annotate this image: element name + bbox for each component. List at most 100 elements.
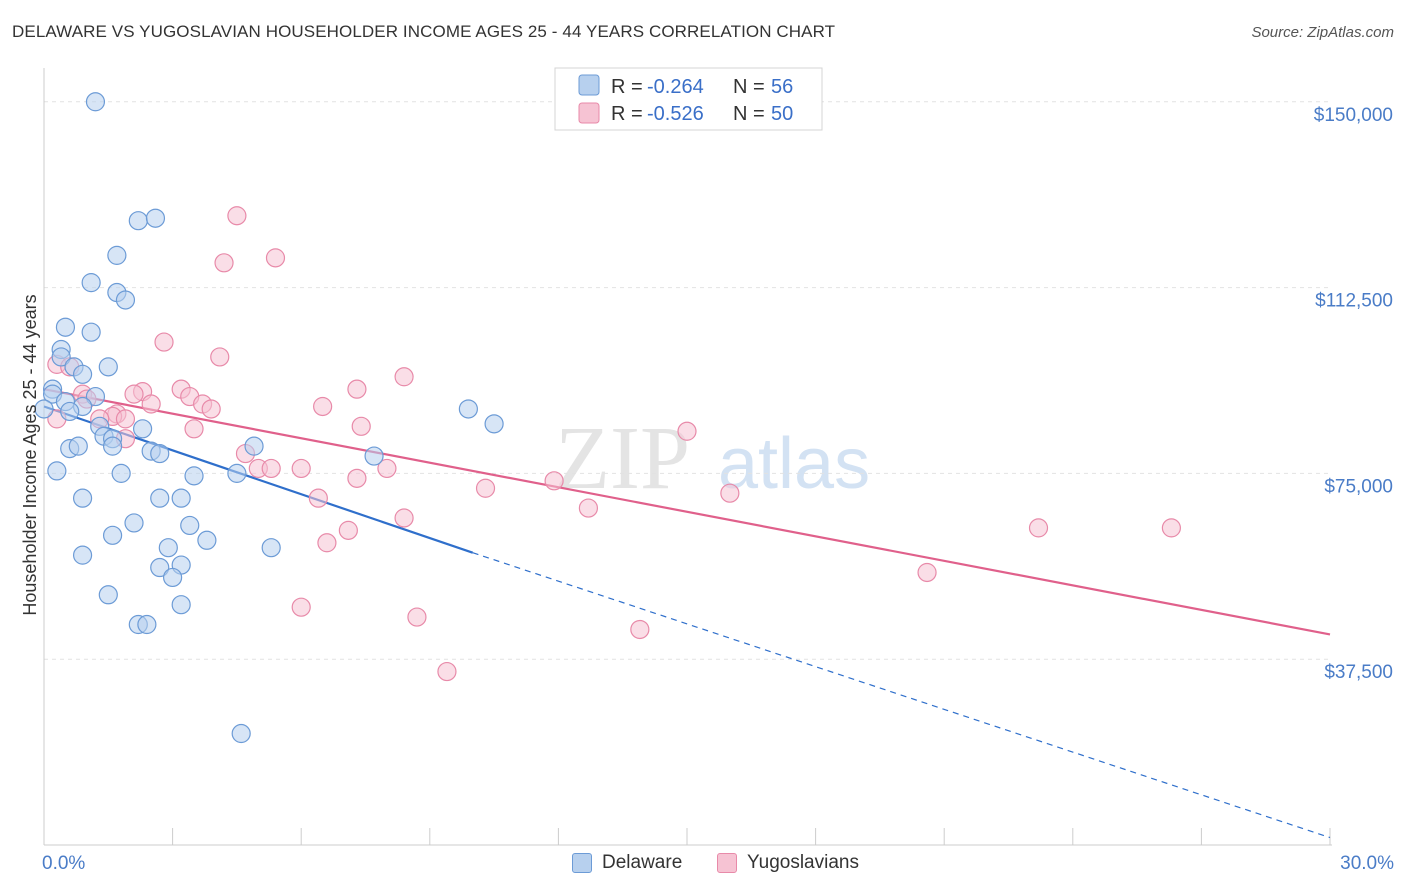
yugoslavians-point-41 [1161, 518, 1181, 538]
yugoslavians-point-36 [720, 483, 740, 503]
yugoslavians-point-38 [578, 498, 599, 518]
yugoslavians-point-46 [407, 607, 427, 627]
legend-swatch-yugoslavians [578, 102, 600, 124]
x-tick-labels: 0.0% 30.0% [42, 853, 1394, 874]
delaware-point-41 [124, 513, 144, 533]
yugoslavians-point-43 [317, 533, 337, 553]
delaware-point-0 [85, 92, 106, 112]
yugoslavians-point-47 [630, 619, 650, 640]
grid-lines [44, 101, 1332, 660]
delaware-point-51 [98, 585, 118, 605]
delaware-point-48 [150, 557, 170, 578]
yugoslavians-point-45 [291, 597, 311, 617]
x-tick-label-0: 0.0% [42, 853, 85, 874]
legend-swatch-delaware [578, 74, 600, 96]
delaware-point-50 [163, 567, 183, 588]
legend-n-label-1: N = [733, 76, 765, 98]
bottom-legend-yugoslavians: Yugoslavians [717, 852, 859, 874]
y-tick-label-1: $75,000 [1324, 476, 1393, 497]
delaware-point-52 [171, 595, 191, 615]
delaware-point-6 [115, 290, 136, 310]
legend-r-label-2: R = [611, 103, 643, 125]
legend-r-label-1: R = [611, 76, 643, 98]
delaware-trend-extension [472, 552, 1331, 839]
y-tick-label-0: $37,500 [1324, 662, 1393, 683]
yugoslavians-point-2 [214, 253, 234, 273]
delaware-point-43 [102, 525, 123, 545]
delaware-point-32 [150, 443, 170, 464]
legend-n-value-2: 50 [771, 103, 793, 125]
y-axis-label: Householder Income Ages 25 - 44 years [20, 294, 40, 615]
chart-source: Source: ZipAtlas.com [1251, 24, 1394, 41]
yugoslavians-point-18 [201, 399, 221, 419]
yugoslavians-point-15 [141, 394, 161, 414]
yugoslavians-point-48 [437, 661, 457, 682]
yugoslavians-point-31 [291, 458, 311, 479]
yugoslavians-point-8 [347, 379, 367, 399]
yugoslavians-point-37 [308, 488, 328, 508]
yugoslavians-point-33 [347, 468, 367, 488]
delaware-point-35 [111, 463, 131, 483]
delaware-point-7 [55, 317, 76, 337]
yugoslavians-point-24 [351, 416, 371, 436]
yugoslavians-point-39 [394, 508, 414, 528]
delaware-point-8 [81, 322, 101, 342]
data-points [34, 92, 1181, 744]
delaware-point-2 [145, 208, 166, 228]
delaware-point-30 [244, 436, 264, 456]
chart-title: DELAWARE VS YUGOSLAVIAN HOUSEHOLDER INCO… [12, 22, 836, 41]
delaware-point-36 [227, 463, 247, 483]
delaware-point-10 [51, 347, 71, 367]
delaware-point-47 [72, 545, 93, 565]
delaware-point-19 [34, 399, 54, 419]
yugoslavians-point-26 [677, 421, 697, 441]
bottom-legend: Delaware Yugoslavians [0, 852, 1406, 880]
delaware-point-29 [68, 436, 88, 456]
delaware-point-54 [137, 614, 157, 635]
delaware-point-21 [458, 399, 478, 419]
delaware-point-42 [180, 515, 200, 536]
delaware-point-33 [364, 446, 384, 466]
yugoslavians-point-42 [338, 520, 358, 540]
yugoslavians-point-25 [184, 419, 204, 439]
yugoslavians-point-34 [544, 471, 564, 491]
x-tick-label-1: 30.0% [1340, 853, 1394, 874]
delaware-point-27 [102, 436, 123, 456]
delaware-point-37 [184, 466, 204, 486]
axes [43, 68, 1332, 846]
legend-r-value-1: -0.264 [647, 76, 704, 98]
y-tick-label-2: $112,500 [1315, 291, 1393, 312]
delaware-point-24 [132, 419, 153, 439]
bottom-legend-delaware-label: Delaware [602, 852, 683, 873]
legend-r-value-2: -0.526 [647, 103, 704, 125]
watermark-atlas: atlas [718, 424, 870, 504]
delaware-point-45 [261, 538, 281, 558]
yugoslavians-point-7 [394, 367, 414, 387]
delaware-point-4 [81, 273, 101, 293]
yugoslavians-point-0 [227, 206, 247, 226]
delaware-point-40 [171, 488, 191, 508]
delaware-point-39 [150, 488, 170, 508]
yugoslavians-point-44 [917, 562, 937, 583]
watermark-zip: ZIP [555, 409, 690, 508]
yugoslavians-point-22 [115, 409, 136, 429]
y-tick-label-3: $150,000 [1314, 105, 1393, 126]
delaware-point-22 [484, 414, 504, 434]
yugoslavians-point-40 [1028, 518, 1049, 538]
stats-legend: R = -0.264 N = 56 R = -0.526 N = 50 [554, 67, 823, 131]
yugoslavians-point-1 [265, 248, 286, 268]
delaware-point-1 [128, 211, 148, 231]
bottom-legend-yugoslavians-label: Yugoslavians [747, 852, 859, 873]
yugoslavians-trend-line [43, 388, 1331, 636]
delaware-point-38 [72, 488, 93, 508]
yugoslavians-point-3 [154, 332, 174, 352]
delaware-point-12 [98, 357, 118, 377]
legend-n-value-1: 56 [771, 76, 793, 98]
delaware-point-55 [231, 723, 251, 744]
delaware-point-13 [72, 364, 93, 384]
bottom-legend-delaware: Delaware [572, 852, 682, 874]
yugoslavians-point-32 [377, 458, 397, 479]
y-tick-labels: $37,500 $75,000 $112,500 $150,000 [1314, 105, 1393, 683]
delaware-point-44 [197, 530, 217, 550]
delaware-point-34 [47, 461, 67, 481]
